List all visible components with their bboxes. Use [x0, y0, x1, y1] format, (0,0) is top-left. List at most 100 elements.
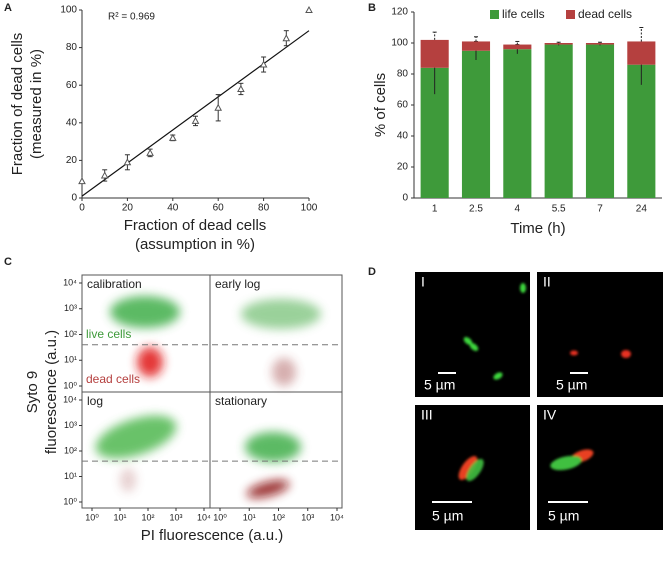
annotation: live cells	[86, 327, 131, 341]
cell-cloud	[95, 415, 177, 459]
y-tick-label: 10⁴	[63, 394, 77, 404]
y-tick-label: 60	[397, 100, 409, 111]
y-tick-label: 10¹	[64, 355, 77, 365]
point	[191, 116, 200, 124]
annotation: R² = 0.969	[108, 12, 155, 23]
y-tick-label: 40	[66, 117, 78, 128]
y-tick-label: 10¹	[64, 471, 77, 481]
x-tick-label: 80	[258, 203, 270, 214]
x-axis-label: PI fluorescence (a.u.)	[141, 527, 284, 544]
panel-label: A	[4, 2, 12, 14]
scale-label: 5 µm	[424, 377, 455, 393]
x-tick-label: 10²	[272, 512, 285, 522]
x-tick-label: 0	[79, 203, 85, 214]
scale-label: 5 µm	[432, 508, 463, 524]
y-tick-label: 10⁰	[63, 496, 77, 506]
panel-label: C	[4, 256, 12, 268]
y-axis-label: (measured in %)	[28, 49, 45, 159]
legend-label: life cells	[502, 7, 545, 21]
y-tick-label: 100	[60, 5, 77, 16]
scale-bar	[432, 501, 472, 503]
panel-label: D	[368, 266, 376, 278]
y-tick-label: 0	[402, 193, 408, 204]
y-tick-label: 120	[391, 7, 408, 18]
x-tick-label: 7	[597, 204, 603, 215]
x-axis-label: Time (h)	[510, 220, 565, 237]
image-label: I	[421, 274, 425, 290]
point	[123, 158, 132, 166]
legend-label: dead cells	[578, 7, 632, 21]
bar	[461, 41, 491, 51]
cell-clouds	[95, 296, 321, 498]
x-tick-label: 10⁴	[197, 512, 211, 522]
scale-bar	[438, 372, 456, 374]
x-tick-label: 5.5	[552, 204, 566, 215]
cells	[458, 283, 631, 482]
bar	[627, 64, 656, 198]
x-tick-label: 24	[636, 204, 648, 215]
x-tick-label: 10¹	[113, 512, 126, 522]
image-label: III	[421, 407, 433, 423]
point	[237, 84, 245, 92]
y-axis-label: Fraction of dead cells	[9, 33, 26, 176]
micrographs	[415, 272, 663, 530]
subplot-label: calibration	[87, 277, 142, 291]
cell-cloud	[120, 468, 136, 492]
bar	[585, 44, 615, 198]
y-tick-label: 10²	[64, 329, 77, 339]
x-tick-label: 20	[122, 203, 134, 214]
x-tick-label: 4	[515, 204, 521, 215]
x-tick-label: 10³	[301, 512, 314, 522]
image-label: IV	[543, 407, 557, 423]
x-tick-label: 10⁴	[330, 512, 344, 522]
scale-label: 5 µm	[556, 377, 587, 393]
point	[282, 34, 291, 42]
bar	[627, 41, 656, 65]
y-tick-label: 10³	[64, 420, 77, 430]
x-tick-label: 2.5	[469, 204, 483, 215]
x-tick-label: 1	[432, 204, 438, 215]
scale-bar	[548, 501, 588, 503]
y-axis-label: fluorescence (a.u.)	[43, 330, 60, 454]
point	[214, 103, 223, 111]
point	[146, 148, 154, 156]
subplot-label: log	[87, 394, 103, 408]
cell-cloud	[137, 347, 163, 377]
image	[537, 272, 663, 397]
y-tick-label: 80	[66, 42, 78, 53]
x-axis-label: (assumption in %)	[135, 236, 255, 253]
bar	[544, 43, 573, 45]
y-tick-label: 0	[71, 193, 77, 204]
bar	[544, 44, 573, 198]
y-tick-label: 10⁴	[63, 277, 77, 287]
x-axis-label: Fraction of dead cells	[124, 217, 267, 234]
bar	[420, 39, 449, 68]
legend-swatch	[490, 10, 499, 19]
annotation: dead cells	[86, 372, 140, 386]
x-tick-label: 10⁰	[85, 512, 99, 522]
y-tick-label: 40	[397, 131, 409, 142]
point	[168, 133, 177, 141]
point	[305, 5, 313, 13]
legend-swatch	[566, 10, 575, 19]
bar	[461, 50, 491, 198]
x-tick-label: 60	[213, 203, 225, 214]
scale-label: 5 µm	[548, 508, 579, 524]
x-tick-label: 40	[167, 203, 179, 214]
y-axis-label: Syto 9	[24, 371, 41, 414]
bar	[585, 43, 615, 45]
y-tick-label: 20	[397, 162, 409, 173]
cell-cloud	[246, 480, 290, 498]
image	[415, 272, 530, 397]
subplot-label: stationary	[215, 394, 267, 408]
x-tick-label: 10⁰	[213, 512, 227, 522]
trendline	[81, 30, 310, 197]
y-tick-label: 10³	[64, 303, 77, 313]
y-tick-label: 10⁰	[63, 380, 77, 390]
x-tick-label: 10²	[141, 512, 154, 522]
point	[100, 171, 109, 179]
scale-bar	[570, 372, 588, 374]
bar	[503, 49, 532, 199]
y-tick-label: 20	[66, 155, 78, 166]
